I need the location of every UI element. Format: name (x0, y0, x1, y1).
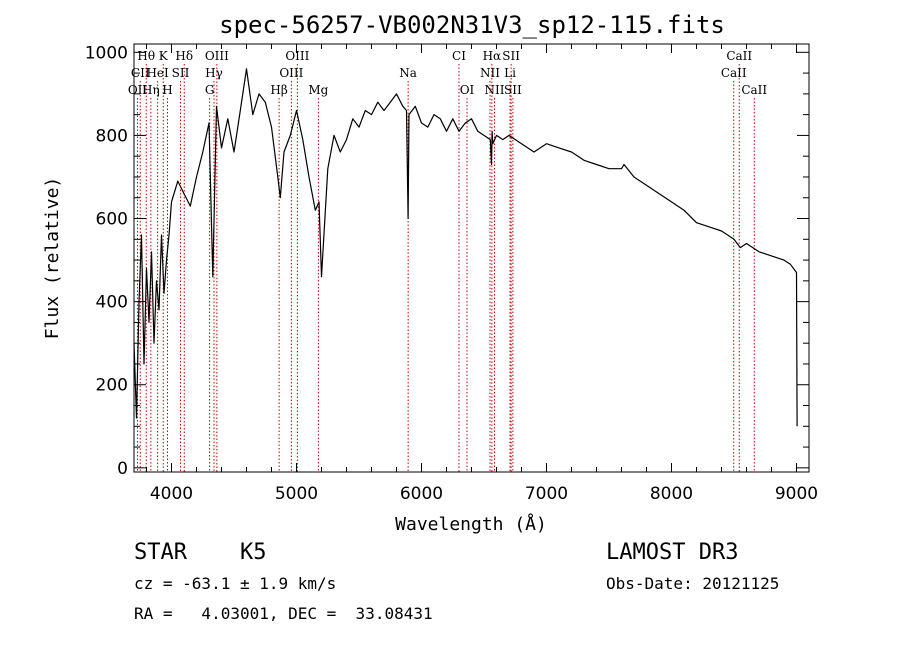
line-label: CaII (741, 83, 767, 97)
line-label: Hγ (205, 66, 223, 80)
line-label: Hβ (270, 83, 287, 97)
line-label: OIII (205, 49, 229, 63)
line-label: HeI (146, 66, 169, 80)
coordinates: RA = 4.03001, DEC = 33.08431 (134, 604, 433, 623)
y-tick-label: 800 (96, 126, 128, 146)
y-axis-label: Flux (relative) (42, 177, 63, 340)
line-label: CaII (726, 49, 752, 63)
y-tick-label: 600 (96, 210, 128, 230)
line-label: Hα (483, 49, 502, 63)
line-label: SII (172, 66, 190, 80)
object-subclass: K5 (240, 540, 267, 565)
y-tick-label: 1000 (85, 43, 128, 63)
x-axis-label: Wavelength (Å) (395, 513, 547, 535)
line-label: SII (502, 49, 520, 63)
line-label: Li (504, 66, 516, 80)
y-tick-label: 200 (96, 376, 128, 396)
line-label: CaII (721, 66, 747, 80)
line-label: Hδ (175, 49, 193, 63)
x-tick-label: 8000 (650, 484, 693, 504)
x-tick-label: 7000 (525, 484, 568, 504)
line-label: OI (460, 83, 475, 97)
line-label: CI (452, 49, 466, 63)
line-label: Hθ (137, 49, 155, 63)
line-label: OII (128, 83, 148, 97)
x-tick-label: 9000 (775, 484, 818, 504)
line-label: Hη (142, 83, 160, 97)
survey-name: LAMOST DR3 (606, 540, 739, 565)
redshift-info: cz = -63.1 ± 1.9 km/s (134, 574, 337, 593)
plot-frame (133, 43, 810, 473)
line-label: H (162, 83, 172, 97)
spectrum-chart: spec-56257-VB002N31V3_sp12-115.fits Hθ CI… (42, 11, 818, 535)
x-tick-label: 5000 (275, 484, 318, 504)
x-tick-label: 6000 (400, 484, 443, 504)
line-label: SII (504, 83, 522, 97)
chart-title: spec-56257-VB002N31V3_sp12-115.fits (219, 11, 725, 39)
y-tick-label: 400 (96, 293, 128, 313)
line-label: K (159, 49, 169, 63)
line-label: Na (399, 66, 417, 80)
line-label: NII (485, 83, 505, 97)
obs-date: Obs-Date: 20121125 (606, 574, 780, 593)
y-tick-label: 0 (117, 459, 128, 479)
object-class: STAR (134, 540, 187, 565)
spectrum-line (133, 68, 798, 427)
line-label: Mg (308, 83, 328, 97)
line-label: OIII (279, 66, 303, 80)
line-label: NII (480, 66, 500, 80)
line-label: G (205, 83, 215, 97)
line-label: CII (131, 66, 150, 80)
x-tick-label: 4000 (150, 484, 193, 504)
line-label: OIII (285, 49, 309, 63)
